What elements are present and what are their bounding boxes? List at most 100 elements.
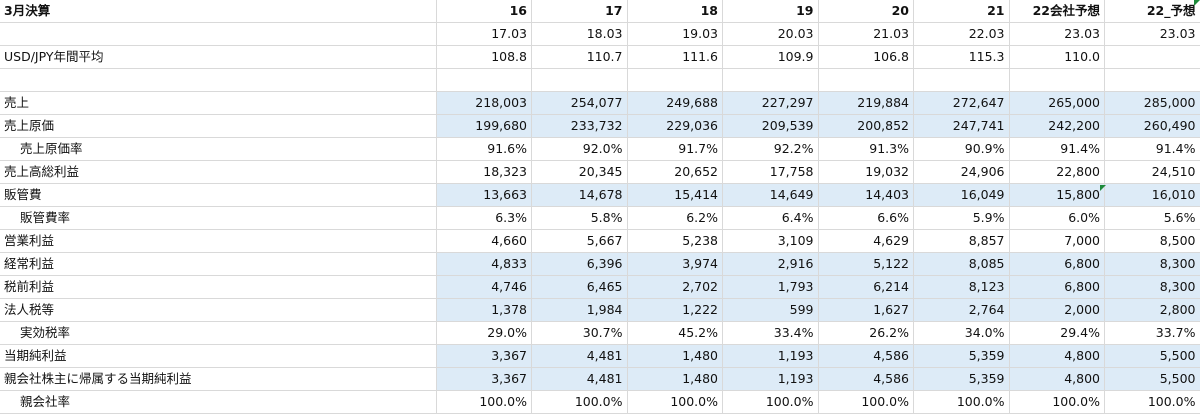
value-cell[interactable]: 1,984 bbox=[531, 298, 628, 322]
value-cell[interactable]: 16,049 bbox=[913, 183, 1010, 207]
value-cell[interactable] bbox=[531, 68, 628, 92]
value-cell[interactable]: 5,667 bbox=[531, 229, 628, 253]
value-cell[interactable]: 5.8% bbox=[531, 206, 628, 230]
value-cell[interactable]: 6,396 bbox=[531, 252, 628, 276]
value-cell[interactable]: 18 bbox=[627, 0, 723, 23]
value-cell[interactable]: 2,916 bbox=[722, 252, 819, 276]
value-cell[interactable]: 209,539 bbox=[722, 114, 819, 138]
value-cell[interactable]: 24,906 bbox=[913, 160, 1010, 184]
row-label-cell[interactable]: 販管費 bbox=[0, 183, 437, 207]
row-label-cell[interactable]: 当期純利益 bbox=[0, 344, 437, 368]
value-cell[interactable]: 22,800 bbox=[1009, 160, 1105, 184]
value-cell[interactable] bbox=[1104, 68, 1200, 92]
value-cell[interactable]: 199,680 bbox=[436, 114, 532, 138]
row-label-cell[interactable]: 親会社株主に帰属する当期純利益 bbox=[0, 367, 437, 391]
value-cell[interactable]: 5,122 bbox=[818, 252, 914, 276]
value-cell[interactable]: 19,032 bbox=[818, 160, 914, 184]
value-cell[interactable]: 6,214 bbox=[818, 275, 914, 299]
value-cell[interactable]: 24,510 bbox=[1104, 160, 1200, 184]
value-cell[interactable]: 8,300 bbox=[1104, 275, 1200, 299]
value-cell[interactable]: 218,003 bbox=[436, 91, 532, 115]
value-cell[interactable] bbox=[436, 68, 532, 92]
comment-indicator-marker[interactable] bbox=[1100, 185, 1106, 191]
value-cell[interactable]: 6.0% bbox=[1009, 206, 1105, 230]
value-cell[interactable]: 4,481 bbox=[531, 344, 628, 368]
value-cell[interactable]: 4,586 bbox=[818, 367, 914, 391]
value-cell[interactable]: 233,732 bbox=[531, 114, 628, 138]
value-cell[interactable] bbox=[818, 68, 914, 92]
value-cell[interactable]: 4,833 bbox=[436, 252, 532, 276]
value-cell[interactable]: 91.4% bbox=[1104, 137, 1200, 161]
value-cell[interactable]: 100.0% bbox=[1009, 390, 1105, 414]
value-cell[interactable]: 110.0 bbox=[1009, 45, 1105, 69]
value-cell[interactable]: 14,403 bbox=[818, 183, 914, 207]
value-cell[interactable]: 108.8 bbox=[436, 45, 532, 69]
value-cell[interactable] bbox=[913, 68, 1010, 92]
value-cell[interactable]: 91.7% bbox=[627, 137, 723, 161]
value-cell[interactable]: 4,800 bbox=[1009, 367, 1105, 391]
value-cell[interactable]: 242,200 bbox=[1009, 114, 1105, 138]
value-cell[interactable]: 100.0% bbox=[436, 390, 532, 414]
value-cell[interactable]: 22.03 bbox=[913, 22, 1010, 46]
value-cell[interactable]: 26.2% bbox=[818, 321, 914, 345]
value-cell[interactable]: 219,884 bbox=[818, 91, 914, 115]
value-cell[interactable]: 200,852 bbox=[818, 114, 914, 138]
value-cell[interactable]: 30.7% bbox=[531, 321, 628, 345]
value-cell[interactable]: 91.6% bbox=[436, 137, 532, 161]
value-cell[interactable]: 7,000 bbox=[1009, 229, 1105, 253]
value-cell[interactable]: 260,490 bbox=[1104, 114, 1200, 138]
row-label-cell[interactable]: 経常利益 bbox=[0, 252, 437, 276]
value-cell[interactable]: 29.0% bbox=[436, 321, 532, 345]
value-cell[interactable]: 5,359 bbox=[913, 367, 1010, 391]
value-cell[interactable]: 16 bbox=[436, 0, 532, 23]
value-cell[interactable] bbox=[1009, 68, 1105, 92]
row-label-cell[interactable]: 税前利益 bbox=[0, 275, 437, 299]
value-cell[interactable]: 2,800 bbox=[1104, 298, 1200, 322]
value-cell[interactable]: 100.0% bbox=[1104, 390, 1200, 414]
value-cell[interactable]: 21.03 bbox=[818, 22, 914, 46]
value-cell[interactable]: 247,741 bbox=[913, 114, 1010, 138]
value-cell[interactable]: 5,238 bbox=[627, 229, 723, 253]
value-cell[interactable]: 100.0% bbox=[531, 390, 628, 414]
row-label-cell[interactable]: 販管費率 bbox=[0, 206, 437, 230]
value-cell[interactable]: 22会社予想 bbox=[1009, 0, 1105, 23]
value-cell[interactable]: 4,800 bbox=[1009, 344, 1105, 368]
value-cell[interactable]: 6.6% bbox=[818, 206, 914, 230]
value-cell[interactable]: 18.03 bbox=[531, 22, 628, 46]
value-cell[interactable]: 34.0% bbox=[913, 321, 1010, 345]
value-cell[interactable]: 91.3% bbox=[818, 137, 914, 161]
value-cell[interactable]: 17 bbox=[531, 0, 628, 23]
value-cell[interactable]: 8,300 bbox=[1104, 252, 1200, 276]
comment-indicator-marker[interactable] bbox=[1194, 0, 1200, 6]
value-cell[interactable]: 15,414 bbox=[627, 183, 723, 207]
value-cell[interactable]: 91.4% bbox=[1009, 137, 1105, 161]
value-cell[interactable]: 6.4% bbox=[722, 206, 819, 230]
row-label-cell[interactable]: 売上高総利益 bbox=[0, 160, 437, 184]
value-cell[interactable]: 599 bbox=[722, 298, 819, 322]
value-cell[interactable]: 6,465 bbox=[531, 275, 628, 299]
value-cell[interactable]: 6,800 bbox=[1009, 275, 1105, 299]
value-cell[interactable]: 5.9% bbox=[913, 206, 1010, 230]
value-cell[interactable]: 1,222 bbox=[627, 298, 723, 322]
value-cell[interactable]: 20 bbox=[818, 0, 914, 23]
value-cell[interactable]: 254,077 bbox=[531, 91, 628, 115]
value-cell[interactable]: 249,688 bbox=[627, 91, 723, 115]
value-cell[interactable]: 18,323 bbox=[436, 160, 532, 184]
value-cell[interactable]: 14,649 bbox=[722, 183, 819, 207]
value-cell[interactable]: 6.2% bbox=[627, 206, 723, 230]
value-cell[interactable]: 110.7 bbox=[531, 45, 628, 69]
value-cell[interactable]: 1,793 bbox=[722, 275, 819, 299]
value-cell[interactable]: 100.0% bbox=[818, 390, 914, 414]
row-label-cell[interactable]: 売上 bbox=[0, 91, 437, 115]
value-cell[interactable]: 1,480 bbox=[627, 367, 723, 391]
value-cell[interactable]: 8,857 bbox=[913, 229, 1010, 253]
value-cell[interactable]: 1,480 bbox=[627, 344, 723, 368]
value-cell[interactable] bbox=[722, 68, 819, 92]
value-cell[interactable]: 285,000 bbox=[1104, 91, 1200, 115]
value-cell[interactable]: 109.9 bbox=[722, 45, 819, 69]
row-label-cell[interactable] bbox=[0, 22, 437, 46]
value-cell[interactable]: 227,297 bbox=[722, 91, 819, 115]
value-cell[interactable]: 19.03 bbox=[627, 22, 723, 46]
value-cell[interactable]: 115.3 bbox=[913, 45, 1010, 69]
